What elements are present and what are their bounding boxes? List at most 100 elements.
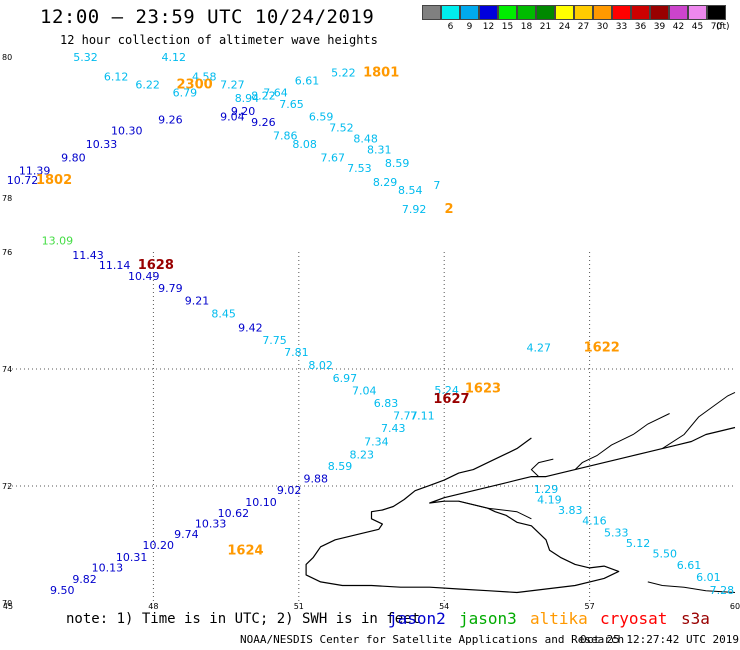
wave-height-point: 5.33 [604,526,629,539]
wave-height-point: 10.10 [245,496,277,509]
wave-height-point: 7 [433,179,440,192]
wave-height-point: 9.82 [72,573,97,586]
wave-height-point: 9.79 [158,282,183,295]
colorbar-swatch [479,5,498,20]
wave-height-point: 7.53 [347,162,372,175]
wave-height-point: 8.08 [292,138,317,151]
wave-height-point: 10.72 [7,174,39,187]
wave-height-point: 9.42 [238,322,263,335]
wave-height-point: 10.13 [92,561,124,574]
colorbar-label: 18 [520,22,533,32]
wave-height-point: 4.58 [192,70,217,83]
colorbar-label: 42 [672,22,685,32]
colorbar-label: 70 [710,22,723,32]
colorbar-unit: (ft) [716,22,730,32]
wave-height-point: 7.75 [262,334,287,347]
pass-time-label: 1802 [36,173,72,188]
pass-time-label: 1628 [138,258,174,273]
wave-height-point: 6.59 [309,110,334,123]
colorbar-label: 21 [539,22,552,32]
wave-height-point: 10.31 [116,551,148,564]
wave-height-point: 7.04 [352,385,377,398]
colorbar-swatch [650,5,669,20]
wave-height-point: 8.02 [308,359,333,372]
credit-line: NOAA/NESDIS Center for Satellite Applica… [240,633,625,646]
colorbar-swatch [422,5,441,20]
x-tick-label: 51 [294,602,304,611]
colorbar-swatch [536,5,555,20]
wave-height-point: 7.67 [320,151,345,164]
y-tick-label: 76 [2,248,12,257]
wave-height-point: 7.86 [273,129,298,142]
coastline-detail [530,458,554,477]
wave-height-point: 9.80 [61,151,86,164]
coastline-detail [458,500,532,520]
pass-time-label: 1627 [433,392,469,407]
colorbar-label: 15 [501,22,514,32]
y-tick-label: 70 [2,599,12,608]
wave-height-point: 9.21 [185,295,210,308]
wave-height-point: 11.14 [99,259,131,272]
wave-height-point: 8.22 [251,89,276,102]
wave-height-point: 6.22 [135,79,160,92]
wave-height-point: 6.12 [104,70,129,83]
colorbar-swatch [441,5,460,20]
wave-height-point: 7.34 [364,436,389,449]
wave-height-point: 7.65 [279,98,304,111]
page-title: 12:00 – 23:59 UTC 10/24/2019 [40,6,375,28]
wave-height-point: 8.54 [398,184,423,197]
colorbar-label: 9 [466,22,473,32]
colorbar-swatch [555,5,574,20]
wave-height-point: 10.49 [128,270,160,283]
wave-height-point: 10.30 [111,125,143,138]
pass-time-label: 1624 [227,543,263,558]
colorbar-swatch [574,5,593,20]
wave-height-point: 9.26 [158,113,183,126]
colorbar-label: 30 [596,22,609,32]
wave-height-point: 8.94 [235,92,260,105]
wave-height-point: 5.50 [652,547,677,560]
legend-jason2: jason2 [388,609,446,628]
wave-height-point: 7.81 [284,346,309,359]
colorbar-swatch [498,5,517,20]
coastline [305,426,736,594]
wave-height-point: 8.23 [350,449,375,462]
colorbar-swatch [688,5,707,20]
wave-height-point: 10.33 [195,518,227,531]
wave-height-point: 9.20 [231,105,256,118]
y-tick-label: 80 [2,53,12,62]
wave-height-point: 7.27 [220,79,245,92]
wave-height-point: 4.19 [537,494,562,507]
wave-height-point: 6.97 [333,372,358,385]
pass-time-label: 2 [445,202,454,217]
coastline-detail [647,581,736,593]
wave-height-point: 8.31 [367,144,392,157]
wave-height-point: 10.33 [86,138,118,151]
colorbar-label: 33 [615,22,628,32]
wave-height-point: 4.16 [582,515,607,528]
wave-height-point: 10.62 [218,507,250,520]
colorbar-swatch [669,5,688,20]
colorbar-swatch [612,5,631,20]
pass-time-label: 1622 [584,340,620,355]
x-tick-label: 48 [148,602,158,611]
wave-height-point: 5.24 [434,384,459,397]
wave-height-point: 7.64 [263,86,288,99]
x-tick-label: 57 [585,602,595,611]
legend-s3a: s3a [681,609,710,628]
wave-height-point: 7.77 [393,409,418,422]
wave-height-point: 8.59 [385,157,410,170]
colorbar-swatch [517,5,536,20]
wave-height-point: 8.48 [353,132,378,145]
wave-height-point: 7.43 [381,422,406,435]
colorbar-label: 6 [447,22,454,32]
pass-time-label: 1801 [363,66,399,81]
pass-time-label: 1623 [465,381,501,396]
wave-height-point: 3.83 [558,504,583,517]
colorbar-label: 12 [482,22,495,32]
legend-altika: altika [530,609,588,628]
wave-height-point: 8.29 [373,176,398,189]
wave-height-point: 8.45 [211,308,236,321]
colorbar-label: 39 [653,22,666,32]
